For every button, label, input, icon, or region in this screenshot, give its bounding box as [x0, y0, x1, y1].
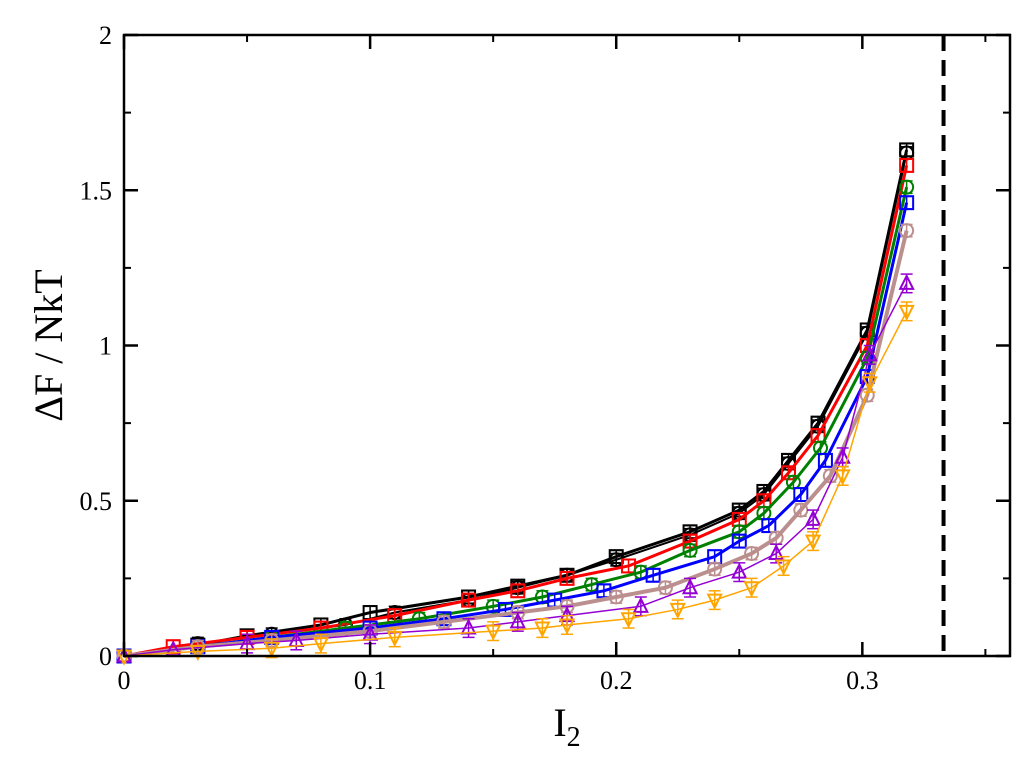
- square-marker: [510, 583, 526, 599]
- square-marker: [817, 452, 833, 468]
- triangle-up-marker: [804, 509, 822, 526]
- y-tick-label: 0: [99, 642, 112, 671]
- plot-series-layer: [115, 142, 915, 666]
- triangle-down-marker: [706, 593, 723, 610]
- triangle-down-marker: [386, 630, 403, 648]
- x-tick-label: 0: [118, 666, 131, 695]
- x-axis-title: I2: [553, 700, 580, 753]
- square-marker: [899, 157, 915, 173]
- triangle-down-marker: [861, 376, 878, 393]
- triangle-down-marker: [263, 641, 280, 658]
- triangle-down-marker: [485, 624, 502, 641]
- triangle-down-marker: [669, 602, 686, 620]
- square-marker: [761, 518, 777, 534]
- triangle-up-marker: [861, 345, 878, 362]
- circle-marker: [608, 589, 624, 605]
- circle-marker: [436, 614, 452, 630]
- triangle-down-marker: [558, 618, 576, 635]
- triangle-down-marker: [743, 581, 760, 598]
- series-line: [123, 202, 909, 658]
- circle-marker: [899, 179, 915, 195]
- triangle-up-marker: [834, 447, 851, 464]
- circle-marker: [682, 542, 698, 558]
- y-tick-label: 1.5: [80, 176, 113, 205]
- triangle-up-marker: [460, 618, 477, 635]
- x-tick-label: 0.3: [846, 666, 879, 695]
- triangle-down-marker: [620, 612, 637, 629]
- square-marker: [461, 592, 477, 608]
- circle-marker: [707, 561, 723, 577]
- triangle-up-marker: [681, 577, 699, 595]
- circle-marker: [657, 580, 673, 596]
- square-marker: [645, 567, 661, 583]
- square-marker: [731, 533, 747, 549]
- triangle-down-marker: [834, 469, 851, 486]
- square-marker: [899, 195, 915, 211]
- series-line: [123, 149, 909, 658]
- x-tick-label: 0.2: [600, 666, 633, 695]
- series-line: [123, 165, 909, 658]
- triangle-down-marker: [898, 304, 915, 322]
- y-tick-label: 0.5: [80, 487, 113, 516]
- triangle-down-marker: [804, 534, 822, 551]
- axis-tick-labels: 0 0.1 0.2 0.3 0 0.5 1 1.5 2: [80, 21, 879, 695]
- circle-marker: [744, 546, 760, 562]
- triangle-up-marker: [509, 612, 526, 629]
- y-tick-label: 1: [99, 332, 112, 361]
- axis-ticks: [122, 33, 1010, 658]
- triangle-up-marker: [768, 543, 785, 561]
- triangle-up-marker: [731, 562, 748, 579]
- series-line: [123, 311, 908, 657]
- series-7: [115, 301, 915, 666]
- triangle-up-marker: [632, 596, 649, 613]
- y-axis-title: ΔF / NkT: [26, 269, 71, 421]
- x-axis-title-subscript: 2: [567, 722, 581, 753]
- triangle-down-marker: [534, 621, 551, 638]
- triangle-down-marker: [189, 644, 206, 662]
- circle-marker: [899, 223, 915, 239]
- y-tick-label: 2: [99, 21, 112, 50]
- triangle-down-marker: [775, 559, 792, 576]
- triangle-up-marker: [898, 273, 915, 290]
- triangle-down-marker: [312, 637, 330, 654]
- square-marker: [559, 570, 575, 586]
- square-marker: [793, 487, 809, 503]
- x-tick-label: 0.1: [354, 666, 387, 695]
- x-axis-title-main: I: [553, 700, 566, 745]
